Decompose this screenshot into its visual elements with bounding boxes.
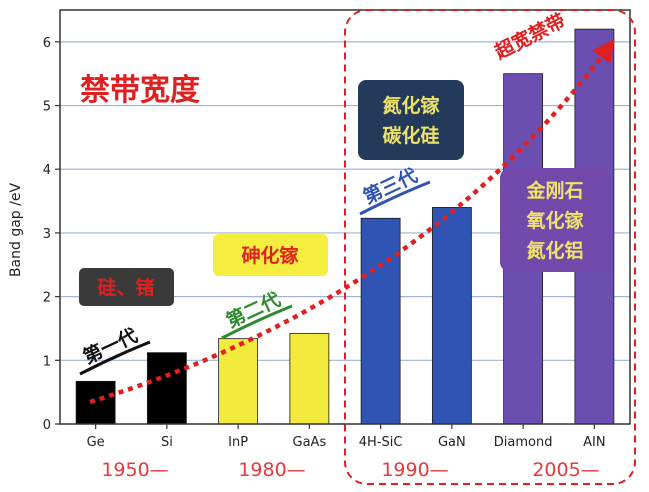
generation-label-3: 第三代 [360,164,421,209]
x-tick-label: Si [161,435,173,450]
trend-arrow [89,38,615,405]
generation-2: 第二代 [221,288,293,340]
generation-underline-2 [221,304,293,340]
generation-1: 第一代 [79,324,151,376]
y-tick-label: 3 [43,227,51,242]
era-label-1990: 1990— [381,459,448,481]
y-tick-label: 6 [43,36,51,51]
y-axis-label: Band gap /eV [8,183,24,278]
x-tick-label: Ge [87,435,105,450]
y-tick-label: 5 [43,100,51,115]
material-group-si-ge: 硅、锗 [79,268,174,306]
bar-ge [75,380,116,425]
generation-underline-3 [359,180,431,216]
bar-4h-sic [360,217,401,425]
x-tick-label: AIN [583,435,605,450]
bar-gan [431,207,472,425]
x-tick-label: InP [228,435,248,450]
material-group-label-2: 砷化镓 [241,244,299,267]
x-tick-label: GaAs [293,435,327,450]
y-tick-label: 0 [43,418,51,433]
x-axis: Ge Si InP GaAs 4H-SiC GaN Diamond AIN [87,424,606,450]
era-label-1950: 1950— [101,459,168,481]
x-tick-label: 4H-SiC [359,435,403,450]
plot-frame [59,9,631,425]
x-tick-label: GaN [438,435,466,450]
era-label-2005: 2005— [532,459,599,481]
trend-label: 超宽禁带 [490,9,569,64]
ultra-wide-bandgap-region [344,9,636,485]
material-group-label-1: 硅、锗 [97,276,154,299]
generation-underline-1 [79,340,151,376]
material-group-label-3: 氮化镓碳化硅 [382,94,440,147]
generation-3: 第三代 [359,164,431,216]
y-tick-label: 4 [43,163,51,178]
chart-title: 禁带宽度 [80,73,200,108]
era-label-1980: 1980— [238,459,305,481]
bar-gaas [289,333,330,425]
x-tick-label: Diamond [494,435,553,450]
material-group-gan-sic: 氮化镓碳化硅 [358,80,464,160]
material-group-label-4: 金刚石氧化镓氮化铝 [525,179,584,262]
y-tick-label: 1 [43,354,51,369]
y-tick-label: 2 [43,291,51,306]
generation-label-1: 第一代 [80,324,141,369]
material-group-diamond-ga2o3-aln: 金刚石氧化镓氮化铝 [500,168,610,272]
material-group-gaas: 砷化镓 [213,234,328,276]
bar-si [146,352,187,425]
y-axis: 0 1 2 3 4 5 6 [43,36,60,433]
